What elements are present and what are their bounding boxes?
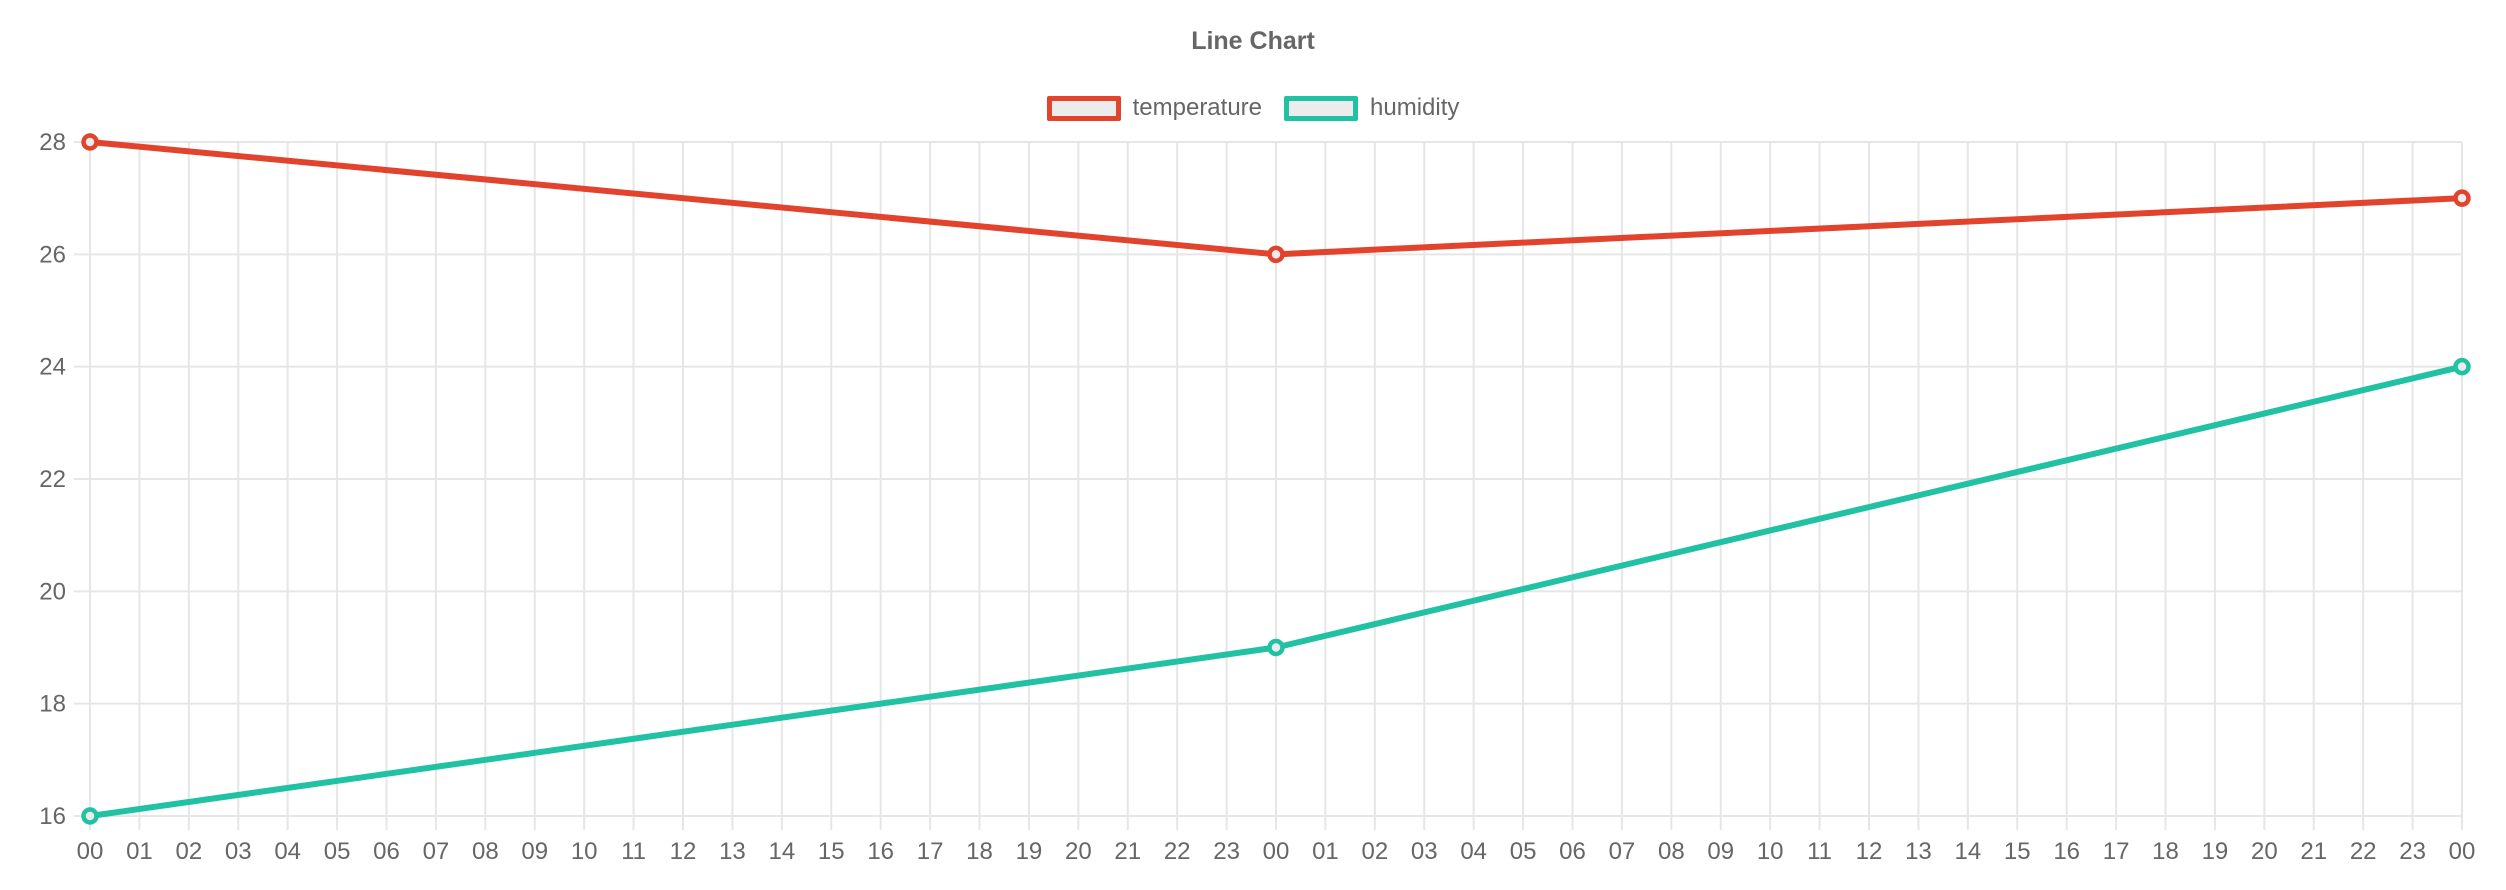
humidity-data-point[interactable]: [2453, 357, 2471, 376]
x-tick-label: 22: [1164, 838, 1191, 865]
x-tick-label: 18: [2152, 838, 2179, 865]
x-tick-label: 04: [274, 838, 301, 865]
y-tick-label: 28: [39, 129, 66, 156]
x-tick-label: 04: [1460, 838, 1487, 865]
x-tick-label: 00: [77, 838, 104, 865]
y-tick-label: 16: [39, 803, 66, 830]
y-tick-label: 18: [39, 691, 66, 718]
x-tick-label: 12: [670, 838, 697, 865]
x-tick-label: 18: [966, 838, 993, 865]
x-tick-label: 23: [1213, 838, 1240, 865]
x-tick-label: 02: [175, 838, 202, 865]
legend-item-humidity[interactable]: humidity: [1284, 94, 1459, 122]
x-tick-label: 05: [1510, 838, 1537, 865]
humidity-legend-label: humidity: [1370, 94, 1460, 121]
temperature-legend-label: temperature: [1132, 94, 1263, 121]
x-tick-label: 06: [1559, 838, 1586, 865]
x-tick-label: 19: [1016, 838, 1043, 865]
x-tick-label: 17: [917, 838, 944, 865]
x-tick-label: 00: [1263, 838, 1290, 865]
x-tick-label: 02: [1361, 838, 1388, 865]
x-tick-label: 13: [1905, 838, 1932, 865]
x-tick-label: 12: [1856, 838, 1883, 865]
x-tick-label: 10: [1757, 838, 1784, 865]
humidity-data-point[interactable]: [1267, 638, 1285, 657]
x-tick-label: 07: [423, 838, 450, 865]
x-tick-label: 03: [1411, 838, 1438, 865]
x-tick-label: 05: [324, 838, 351, 865]
y-tick-label: 24: [39, 354, 66, 381]
legend: temperature humidity: [0, 94, 2506, 122]
legend-item-temperature[interactable]: temperature: [1046, 94, 1263, 122]
x-tick-label: 08: [1658, 838, 1685, 865]
temperature-data-point[interactable]: [1267, 245, 1285, 264]
y-tick-label: 26: [39, 241, 66, 268]
x-tick-label: 20: [1065, 838, 1092, 865]
x-tick-label: 16: [2053, 838, 2080, 865]
x-tick-label: 22: [2350, 838, 2377, 865]
x-tick-label: 21: [1114, 838, 1141, 865]
x-tick-label: 16: [867, 838, 894, 865]
humidity-data-point[interactable]: [81, 807, 99, 825]
temperature-data-point[interactable]: [81, 133, 99, 151]
x-tick-label: 01: [1312, 838, 1339, 865]
x-tick-label: 03: [225, 838, 252, 865]
x-tick-label: 17: [2103, 838, 2130, 865]
x-tick-label: 13: [719, 838, 746, 865]
x-tick-label: 07: [1609, 838, 1636, 865]
x-tick-label: 20: [2251, 838, 2278, 865]
x-tick-label: 01: [126, 838, 153, 865]
x-tick-label: 10: [571, 838, 598, 865]
temperature-legend-swatch: [1046, 95, 1121, 121]
y-tick-label: 22: [39, 466, 66, 493]
x-tick-label: 23: [2399, 838, 2426, 865]
x-tick-label: 08: [472, 838, 499, 865]
x-tick-label: 11: [621, 838, 646, 865]
x-tick-label: 21: [2300, 838, 2327, 865]
y-tick-label: 20: [39, 578, 66, 605]
x-tick-label: 11: [1807, 838, 1832, 865]
x-tick-label: 14: [1954, 838, 1981, 865]
x-tick-label: 19: [2202, 838, 2229, 865]
x-tick-label: 15: [2004, 838, 2031, 865]
x-tick-label: 14: [768, 838, 795, 865]
chart-title: Line Chart: [1191, 27, 1315, 55]
humidity-legend-swatch: [1284, 95, 1359, 121]
x-tick-label: 09: [1707, 838, 1734, 865]
x-tick-label: 06: [373, 838, 400, 865]
x-tick-label: 09: [521, 838, 548, 865]
x-tick-label: 15: [818, 838, 845, 865]
temperature-data-point[interactable]: [2453, 189, 2471, 207]
x-tick-label: 00: [2449, 838, 2476, 865]
